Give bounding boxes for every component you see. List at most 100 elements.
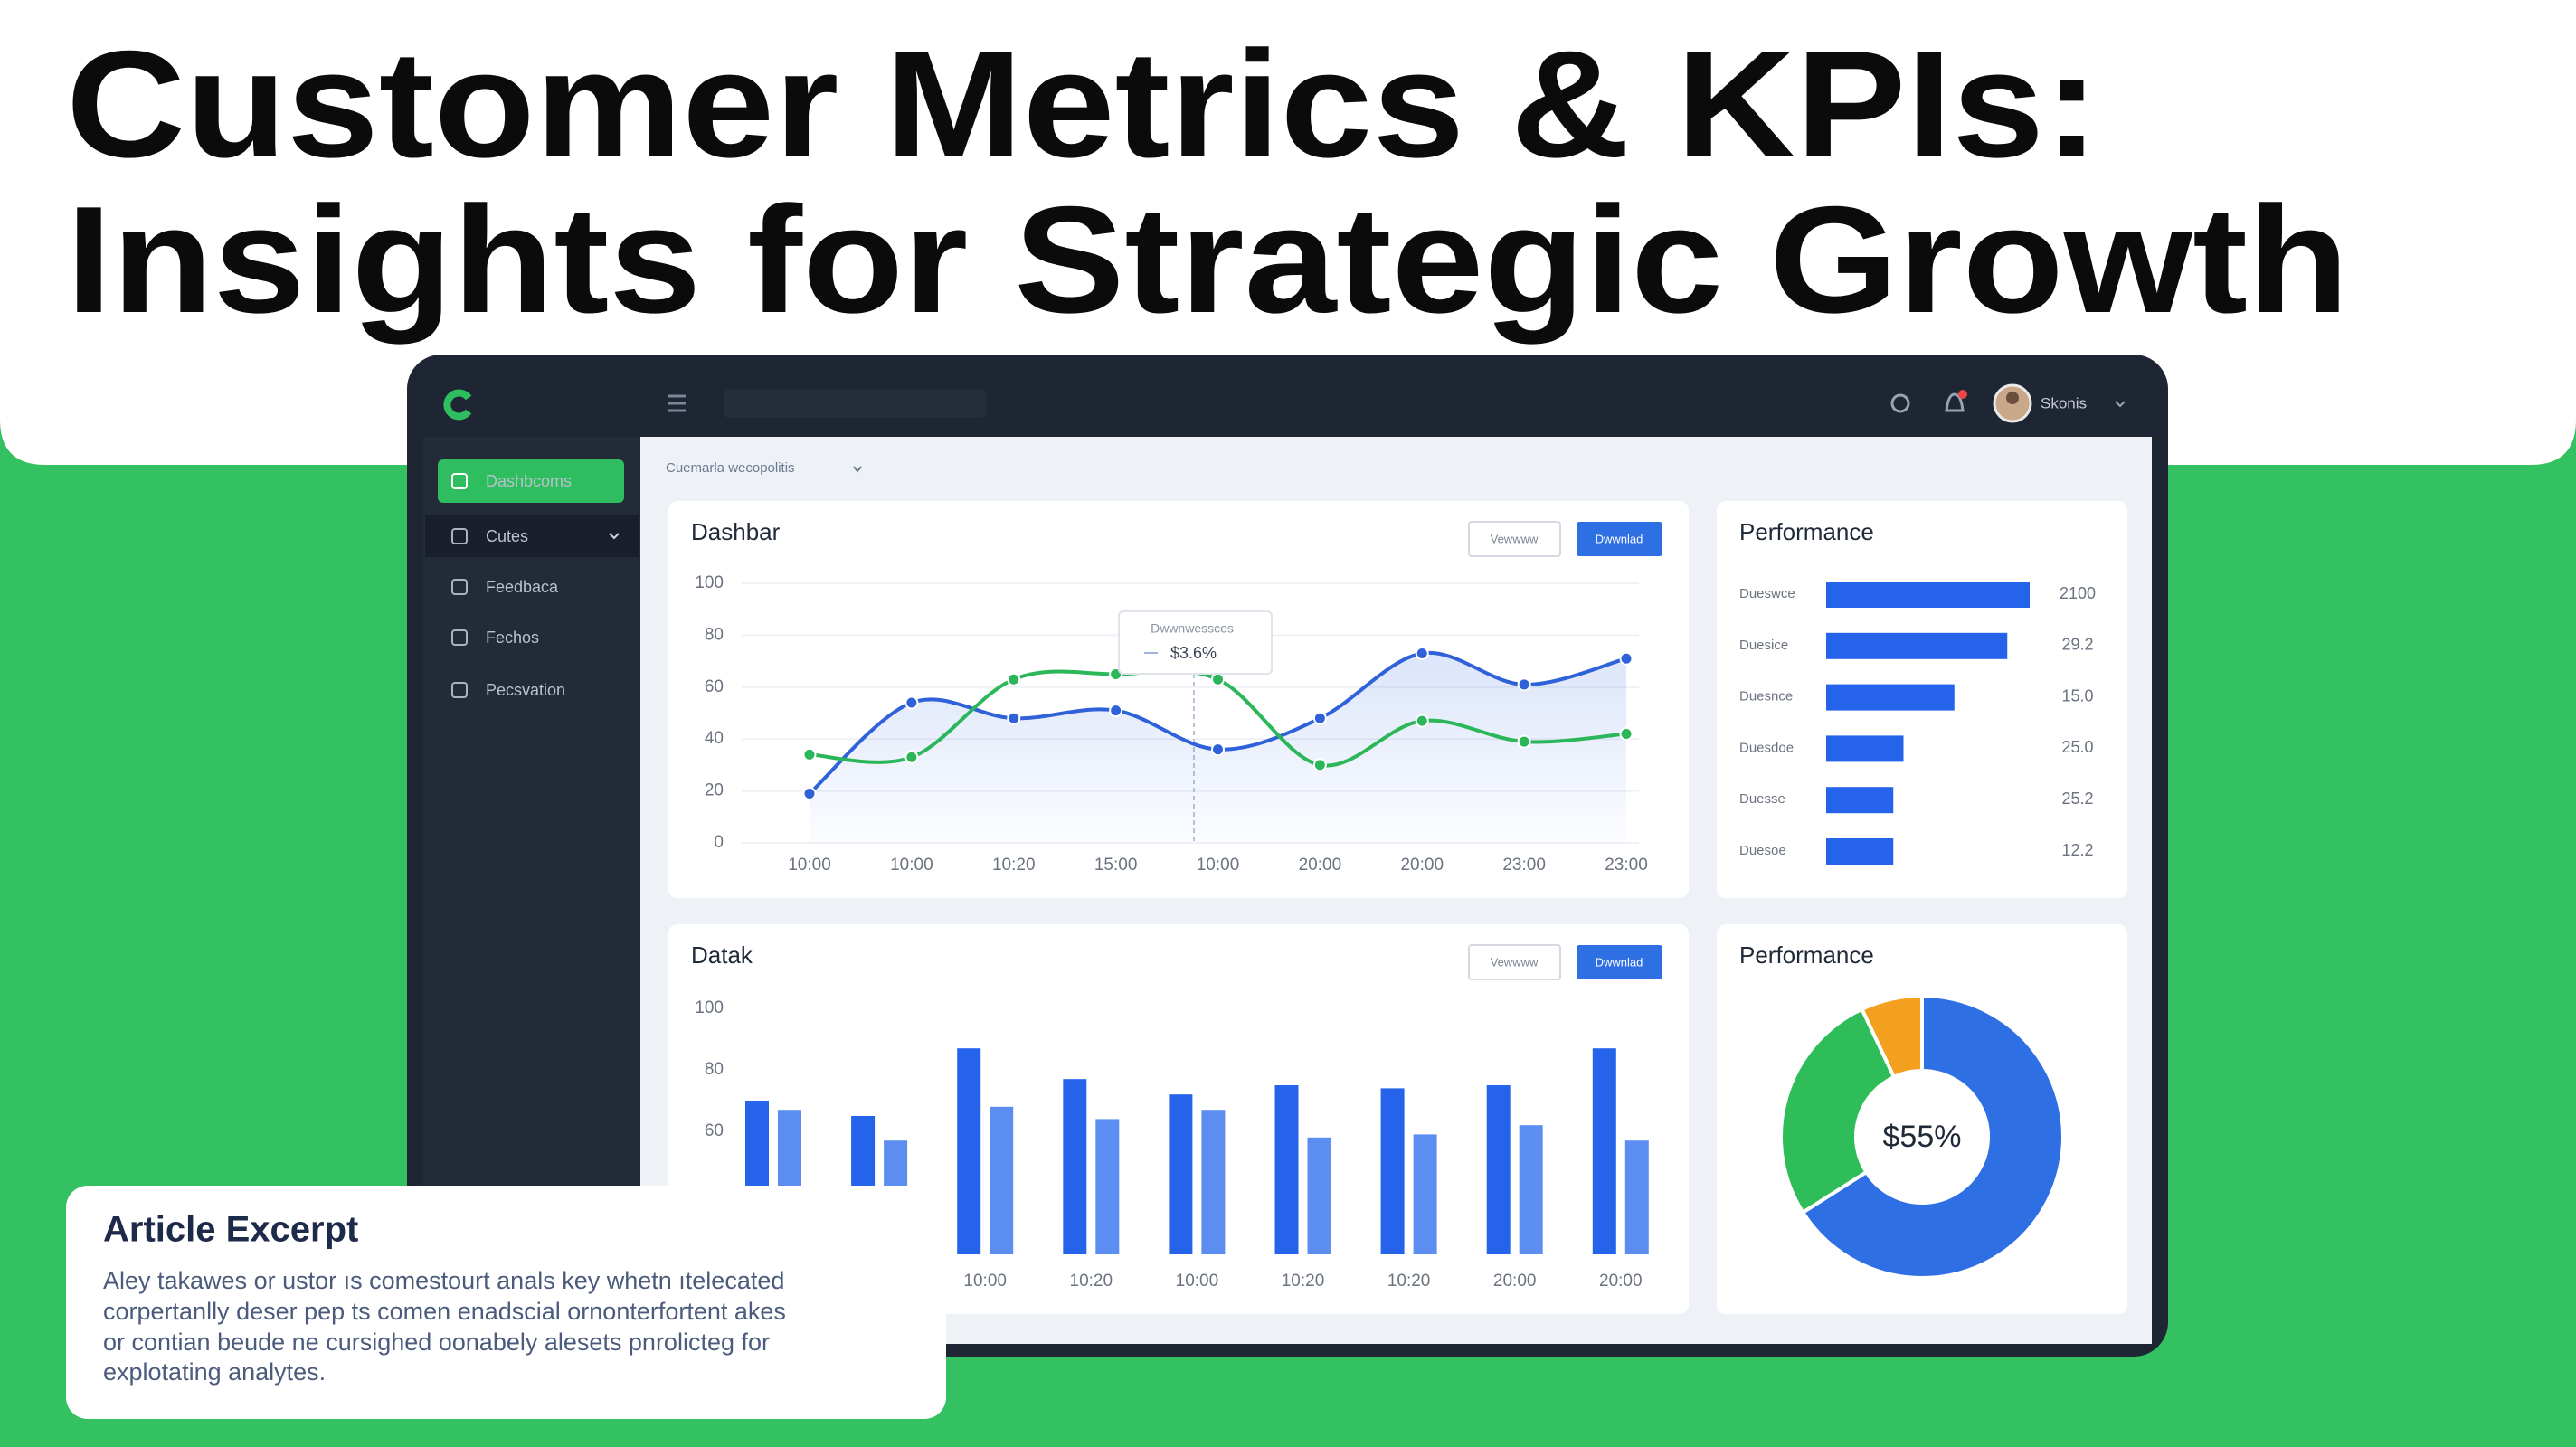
point (1007, 672, 1021, 686)
button[interactable] (1468, 521, 1561, 557)
menu-icon[interactable] (668, 394, 686, 412)
nav-hover-bg (425, 515, 639, 557)
point (1415, 646, 1429, 660)
tooltip (1118, 610, 1273, 675)
bar-label: Duesoe (1739, 843, 1786, 858)
user-name[interactable]: Skonis (2041, 394, 2087, 411)
nav-item[interactable]: Dashbcoms (486, 472, 572, 490)
bar (1201, 1110, 1226, 1254)
point (1619, 651, 1634, 666)
headline: Insights for Strategic Growth (66, 175, 2349, 345)
y-tick-label: 80 (705, 625, 724, 644)
pie-slice (1779, 1007, 1897, 1215)
point (1211, 742, 1225, 757)
y-tick-label: 60 (705, 1121, 724, 1140)
logo-mark (443, 389, 472, 421)
x-tick-label: 10:20 (992, 856, 1036, 875)
bar (1826, 582, 2030, 608)
pie-slice (1859, 993, 1924, 1080)
excerpt-panel (66, 1186, 946, 1419)
button[interactable] (1577, 522, 1662, 556)
bar-label: Duesnce (1739, 689, 1793, 705)
y-tick-label: 0 (714, 833, 724, 852)
x-tick-label: 10:00 (788, 856, 831, 875)
x-tick-label: 20:00 (1599, 1272, 1643, 1291)
x-tick-label: 10:00 (963, 1272, 1007, 1291)
bell-icon[interactable] (1945, 392, 1965, 412)
nav-item[interactable]: Fechos (486, 629, 539, 647)
y-tick-label: 80 (705, 1060, 724, 1079)
chevron (609, 533, 620, 540)
point (802, 786, 817, 800)
point (904, 695, 919, 710)
nav-item[interactable]: Feedbaca (486, 578, 559, 596)
tooltip-value: $3.6% (1170, 644, 1217, 662)
search-bar[interactable] (724, 389, 986, 418)
x-tick-label: 20:00 (1400, 856, 1444, 875)
button-label[interactable]: Vewwww (1491, 532, 1539, 545)
bar-label: Dueswce (1739, 586, 1795, 601)
point (1312, 758, 1327, 772)
bar (1826, 787, 1894, 814)
breadcrumb[interactable]: Cuemarla wecopolitis (666, 460, 795, 476)
button-label[interactable]: Vewwww (1491, 955, 1539, 969)
excerpt-line: Aley takawes or ustor ıs comestourt anal… (103, 1267, 784, 1294)
point (1415, 714, 1429, 728)
notification-dot (1958, 390, 1967, 399)
bar (1307, 1137, 1331, 1254)
nav: Dashbcoms Cutes Feedbaca Fechos Pecsvation (451, 472, 572, 699)
bar-annotation: 12.2 (2061, 841, 2093, 859)
point (1211, 672, 1225, 686)
bar-annotation: 2100 (2060, 584, 2096, 602)
help-icon[interactable] (1890, 393, 1910, 413)
nav-icon (451, 629, 468, 646)
bar (990, 1106, 1014, 1254)
card-title: Performance (1739, 518, 1874, 545)
tooltip-title: Dwwnwesscos (1151, 621, 1234, 636)
point (1517, 734, 1531, 749)
excerpt-line: or contian beude ne cursighed oonabely a… (103, 1329, 770, 1356)
nav-active-bg (438, 459, 624, 503)
x-tick-label: 10:00 (890, 856, 933, 875)
point (1312, 711, 1327, 725)
headline: Customer Metrics & KPIs: (66, 19, 2099, 189)
bar (1380, 1088, 1405, 1254)
y-tick-label: 100 (695, 998, 724, 1017)
nav-icon (451, 473, 468, 489)
card-title: Datak (691, 941, 753, 969)
button-label[interactable]: Dwwnlad (1596, 955, 1643, 969)
button-label[interactable]: Dwwnlad (1596, 532, 1643, 545)
header-panel (0, 0, 2576, 465)
bar (1063, 1079, 1087, 1254)
bar (1826, 684, 1955, 711)
bar-annotation: 29.2 (2061, 636, 2093, 654)
point (1517, 677, 1531, 692)
bar (1095, 1119, 1120, 1254)
nav-item[interactable]: Cutes (486, 527, 528, 545)
bar-annotation: 15.0 (2061, 686, 2093, 705)
excerpt-line: explotating analytes. (103, 1358, 326, 1386)
bar (1826, 838, 1894, 865)
bar (1274, 1085, 1299, 1254)
x-tick-label: 10:00 (1176, 1272, 1219, 1291)
button[interactable] (1577, 945, 1662, 979)
bar (1519, 1125, 1543, 1254)
button[interactable] (1468, 944, 1561, 980)
bar (1826, 735, 1904, 762)
area (810, 652, 1626, 843)
logo (443, 389, 472, 421)
chevron (853, 466, 862, 473)
nav-icon (451, 682, 468, 698)
excerpt-card: Article Excerpt Aley takawes or ustor ıs… (66, 1186, 946, 1419)
x-tick-label: 20:00 (1493, 1272, 1537, 1291)
x-tick-label: 23:00 (1605, 856, 1648, 875)
y-tick-label: 20 (705, 781, 724, 800)
excerpt-title: Article Excerpt (103, 1210, 358, 1250)
nav-item[interactable]: Pecsvation (486, 681, 565, 699)
bar (1624, 1140, 1649, 1254)
bar-label: Duesice (1739, 638, 1788, 653)
excerpt-line: corpertanlly deser pep ts comen enadscia… (103, 1298, 786, 1325)
x-tick-label: 15:00 (1094, 856, 1138, 875)
